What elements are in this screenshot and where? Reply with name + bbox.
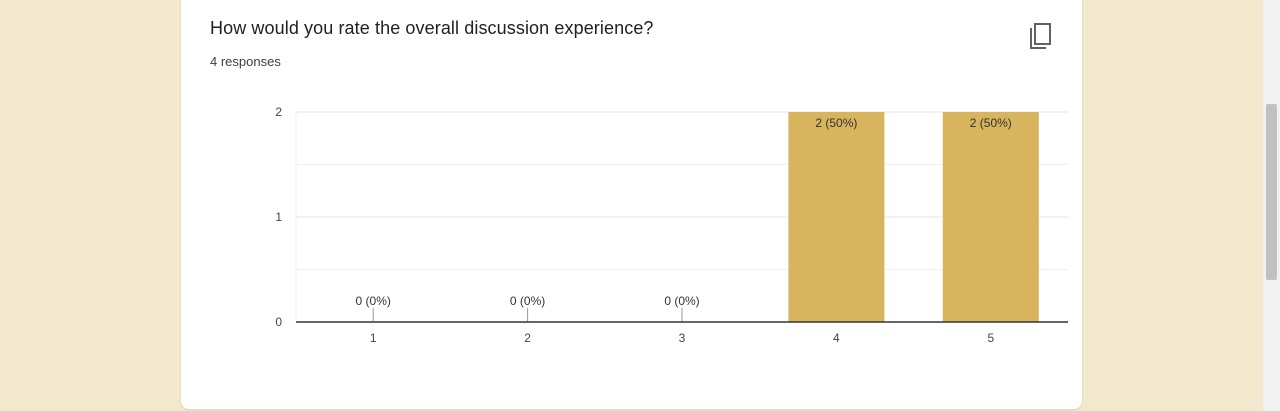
data-label: 0 (0%) — [664, 294, 699, 308]
y-tick-label: 2 — [275, 105, 282, 119]
x-tick-label: 2 — [524, 331, 531, 345]
question-card: How would you rate the overall discussio… — [181, 0, 1082, 409]
scrollbar-thumb[interactable] — [1266, 104, 1277, 280]
copy-icon — [1030, 23, 1051, 49]
y-tick-label: 1 — [275, 210, 282, 224]
data-label: 2 (50%) — [815, 116, 857, 130]
question-title: How would you rate the overall discussio… — [210, 18, 654, 38]
x-tick-label: 5 — [987, 331, 994, 345]
bar — [942, 112, 1039, 322]
x-tick-label: 1 — [370, 331, 377, 345]
data-label: 2 (50%) — [970, 116, 1012, 130]
copy-chart-button[interactable] — [1021, 18, 1057, 54]
response-count: 4 responses — [210, 54, 281, 69]
x-tick-label: 4 — [833, 331, 840, 345]
x-tick-label: 3 — [679, 331, 686, 345]
bar — [788, 112, 885, 322]
y-tick-label: 0 — [275, 315, 282, 329]
data-label: 0 (0%) — [510, 294, 545, 308]
data-label: 0 (0%) — [356, 294, 391, 308]
scrollbar-track[interactable] — [1263, 0, 1280, 411]
